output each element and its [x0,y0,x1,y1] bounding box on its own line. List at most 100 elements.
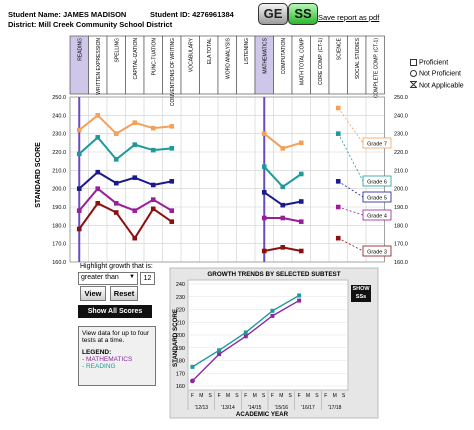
info-legend-math: - MATHEMATICS [82,356,133,363]
trend-point[interactable] [243,330,248,335]
season-label: S [315,393,319,399]
trends-y-tick: 230 [176,295,185,301]
score-point[interactable] [76,127,82,133]
year-label: '17/18 [328,405,342,411]
score-point[interactable] [298,140,304,146]
highlight-label: Highlight growth that is: [80,263,153,270]
score-point[interactable] [113,201,119,206]
save-pdf-link[interactable]: Save report as pdf [318,13,380,22]
ss-button[interactable]: SS [288,3,318,25]
score-point[interactable] [150,125,156,131]
season-label: M [306,393,310,399]
score-point[interactable] [280,202,286,208]
score-point[interactable] [261,164,267,169]
subtest-header-box[interactable] [365,35,385,95]
score-point[interactable] [132,142,138,147]
score-point[interactable] [261,190,267,195]
season-label: F [191,393,194,399]
reset-button[interactable]: Reset [110,286,138,301]
ge-button[interactable]: GE [258,3,288,25]
year-label: '16/17 [301,405,315,411]
score-point[interactable] [261,215,267,221]
grade-label: Grade 5 [367,195,387,201]
score-point[interactable] [95,186,101,191]
score-point[interactable] [76,186,82,191]
growth-select-value: greater than [81,274,119,281]
score-point[interactable] [298,199,304,204]
grade-connector [338,180,364,198]
score-point[interactable] [113,180,119,186]
grade-label-box [362,137,392,149]
subtest-header-label: COMPLETE COMP. (CT-1) [373,38,379,99]
score-point[interactable] [76,208,82,213]
trend-point[interactable] [217,352,222,357]
score-point[interactable] [150,147,156,153]
trend-point[interactable] [270,308,275,313]
grade-label: Grade 7 [367,141,387,147]
trend-point[interactable] [190,378,195,384]
score-point[interactable] [76,151,82,157]
info-legend-title: LEGEND: [82,349,112,356]
y-tick-right: 230.0 [394,132,408,138]
series-line [78,113,172,135]
score-point[interactable] [169,208,175,213]
trend-point[interactable] [243,334,248,339]
not-applicable-hourglass-icon [409,81,418,90]
view-button[interactable]: View [80,286,106,301]
y-tick-left: 220.0 [52,150,66,156]
score-point[interactable] [150,206,156,212]
score-point[interactable] [113,210,119,215]
score-point[interactable] [261,131,267,136]
season-label: F [324,393,327,399]
y-tick-left: 160.0 [52,260,66,266]
show-ss-button[interactable]: SHOW SSs [351,285,371,302]
score-point[interactable] [95,135,101,140]
growth-select[interactable]: greater than ▼ [78,272,138,285]
score-point[interactable] [298,219,304,224]
score-point[interactable] [113,157,119,162]
legend-proficient: Proficient [410,59,448,66]
score-point[interactable] [280,184,286,190]
score-point[interactable] [95,113,101,118]
score-point[interactable] [76,226,82,232]
growth-amount-input[interactable]: 12 [140,272,155,285]
score-point[interactable] [150,182,156,188]
trends-y-tick: 200 [176,333,185,339]
grade-connector [337,133,364,182]
score-point[interactable] [95,169,101,175]
score-point[interactable] [261,248,267,254]
score-point[interactable] [280,215,286,221]
trend-point[interactable] [297,298,302,303]
score-point[interactable] [280,146,286,151]
season-label: S [209,393,213,399]
y-tick-right: 200.0 [394,187,408,193]
score-point[interactable] [298,248,304,254]
grade-label-box [362,209,392,221]
score-point[interactable] [169,146,175,151]
score-point[interactable] [113,131,119,136]
trend-point[interactable] [217,348,222,353]
score-point[interactable] [169,179,175,184]
score-point[interactable] [132,120,138,125]
show-all-scores-button[interactable]: Show All Scores [78,305,152,318]
score-point[interactable] [150,197,156,202]
subtest-header-label: CONVENTIONS OF WRITING [170,38,176,106]
score-point[interactable] [169,219,175,224]
score-point[interactable] [132,175,138,180]
trends-y-tick: 180 [176,359,185,365]
subtest-header-label: LISTENING [244,38,250,65]
score-point[interactable] [280,245,286,250]
grade-label-box [362,175,392,187]
score-point[interactable] [132,235,138,241]
score-point[interactable] [132,208,138,213]
subtest-header-label: CORE COMP. (CT-1) [318,38,324,85]
y-tick-left: 170.0 [52,242,66,248]
legend-not-proficient: Not Proficient [410,70,461,77]
trend-point[interactable] [297,293,302,298]
score-point[interactable] [298,171,304,177]
series-line [78,135,172,161]
trend-point[interactable] [190,364,195,369]
trend-point[interactable] [270,313,275,318]
score-point[interactable] [169,124,175,129]
score-point[interactable] [95,201,101,206]
